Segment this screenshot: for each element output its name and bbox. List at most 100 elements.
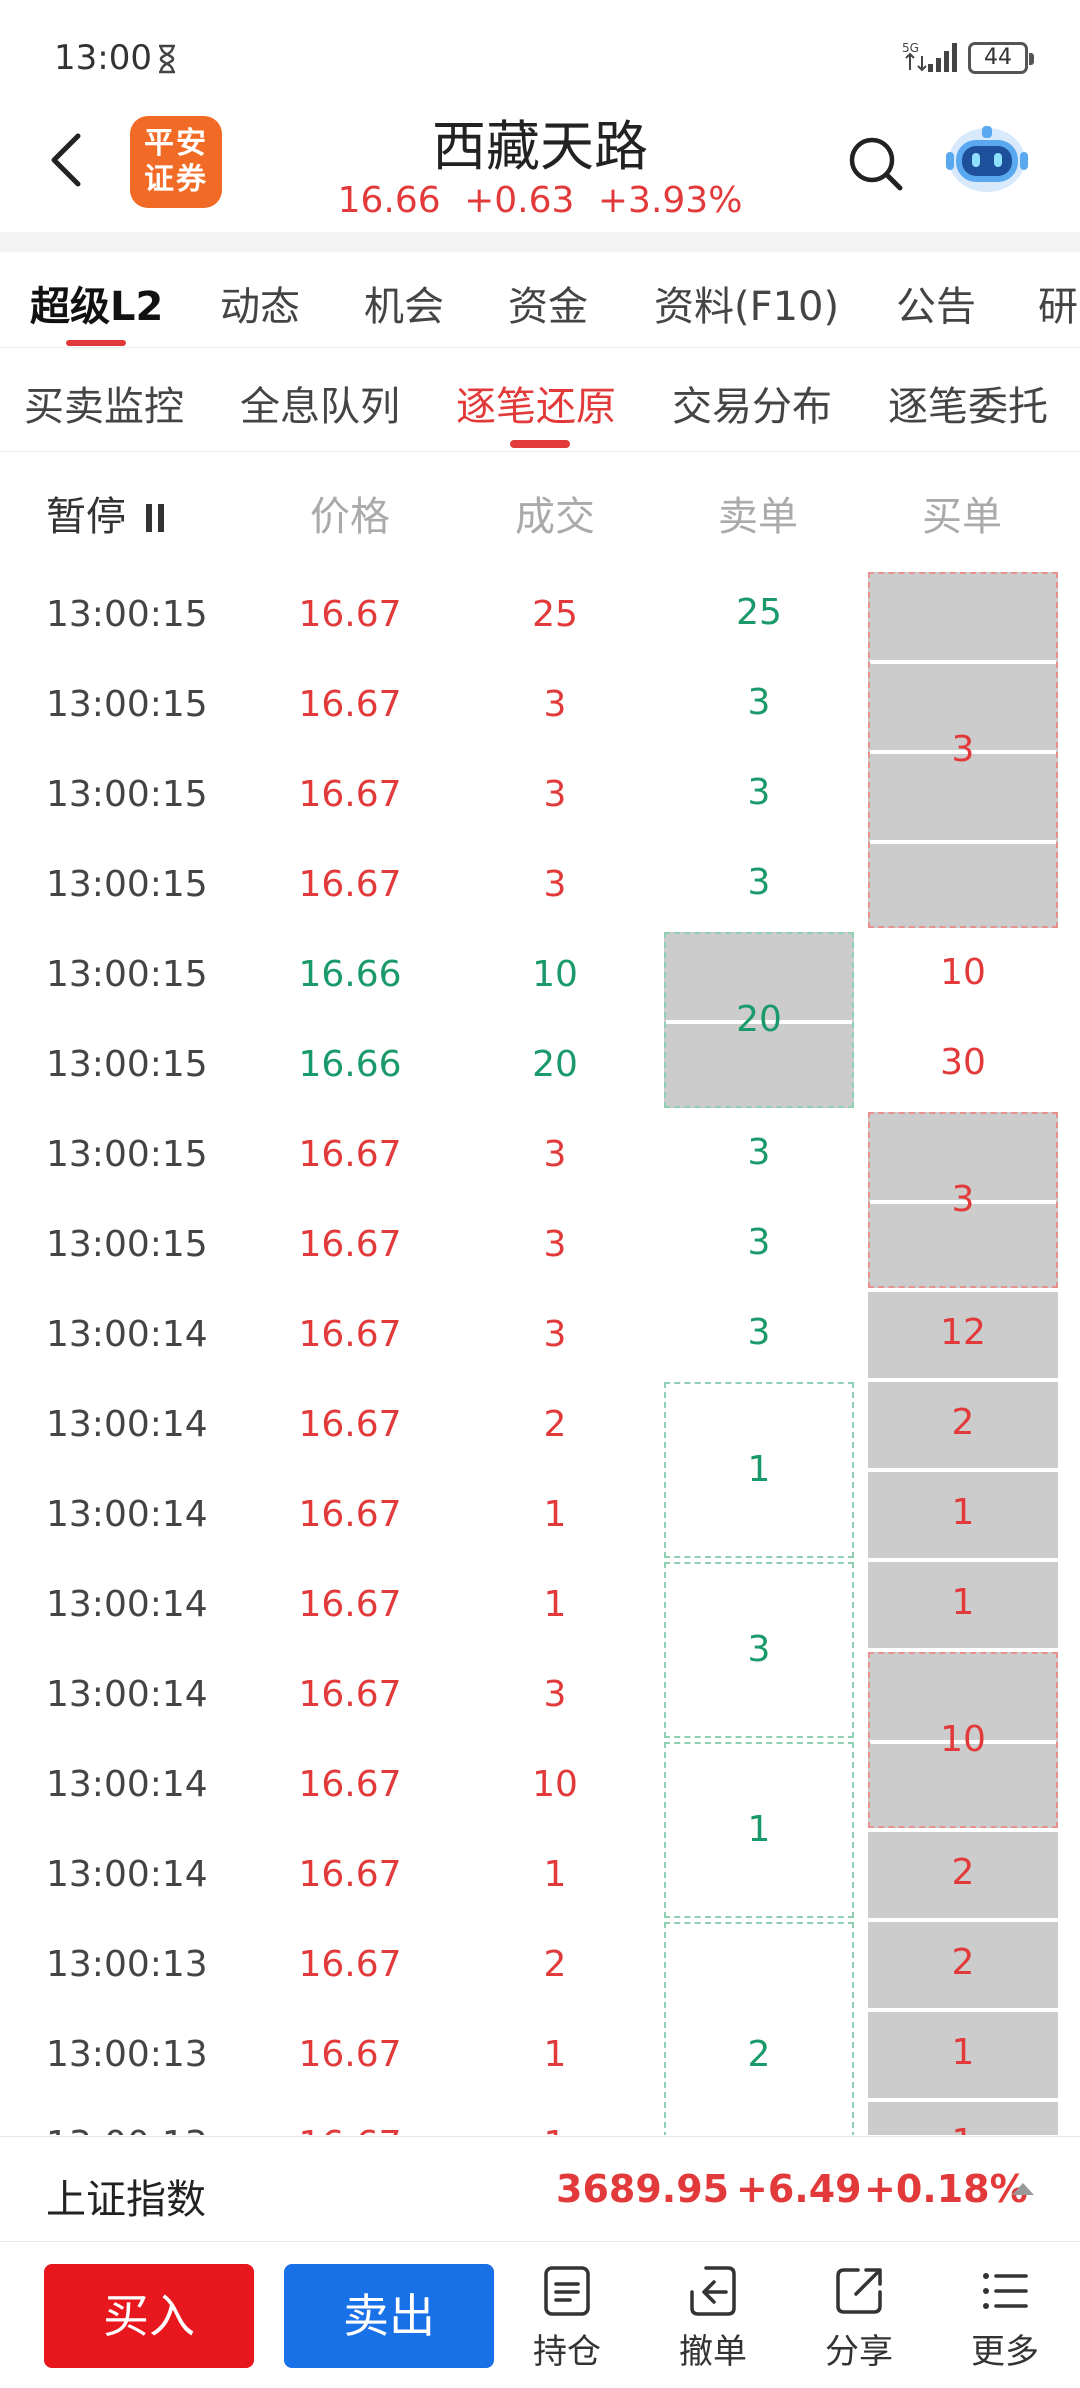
stock-quote: 16.66 +0.63 +3.93% <box>0 180 1080 221</box>
index-change-pct: +0.18% <box>864 2167 1028 2211</box>
sell-order-volume: 3 <box>747 772 771 813</box>
sell-order-block: 3 <box>664 1202 854 1288</box>
sell-order-block: 3 <box>664 842 854 928</box>
index-value: 3689.95 <box>556 2167 730 2211</box>
tick-price: 16.67 <box>298 1584 402 1625</box>
tick-volume: 3 <box>543 1134 567 1175</box>
table-row: 13:00:14 16.67 3 <box>0 1650 1080 1740</box>
index-name: 上证指数 <box>46 2177 206 2223</box>
col-volume: 成交 <box>515 494 595 540</box>
buy-order-block: 10 <box>868 1652 1058 1828</box>
subtab-trade-monitor[interactable]: 买卖监控 <box>24 384 184 430</box>
tick-time: 13:00:15 <box>46 774 208 815</box>
back-arrow-icon[interactable] <box>44 130 90 190</box>
tab-active-indicator <box>66 340 126 346</box>
tab-research[interactable]: 研 <box>1038 284 1078 330</box>
pause-icon <box>144 504 166 532</box>
tab-announcements[interactable]: 公告 <box>896 284 976 330</box>
sell-order-block: 3 <box>664 1562 854 1738</box>
tick-time: 13:00:15 <box>46 594 208 635</box>
share-label: 分享 <box>825 2332 893 2372</box>
tick-volume: 1 <box>543 1854 567 1895</box>
tick-time: 13:00:14 <box>46 1404 208 1445</box>
tick-price: 16.67 <box>298 1224 402 1265</box>
cancel-order-label: 撤单 <box>679 2332 747 2372</box>
index-change: +6.49 <box>736 2167 862 2211</box>
holdings-button[interactable]: 持仓 <box>512 2264 622 2373</box>
table-row: 13:00:14 16.67 1 <box>0 1470 1080 1560</box>
buy-button[interactable]: 买入 <box>44 2264 254 2368</box>
tick-volume: 3 <box>543 864 567 905</box>
tick-price: 16.66 <box>298 1044 402 1085</box>
tab-super-l2[interactable]: 超级L2 <box>30 284 164 330</box>
tick-price: 16.67 <box>298 1764 402 1805</box>
row-separator <box>870 750 1056 754</box>
index-bar[interactable]: 上证指数 3689.95 +6.49 +0.18% <box>0 2136 1080 2242</box>
table-row: 13:00:15 16.67 3 <box>0 840 1080 930</box>
tick-time: 13:00:13 <box>46 1944 208 1985</box>
network-label: 5G <box>902 41 919 55</box>
tab-dynamics[interactable]: 动态 <box>220 284 300 330</box>
buy-order-block: 3 <box>868 1112 1058 1288</box>
buy-order-block: 1 <box>868 1562 1058 1648</box>
buy-order-block: 10 <box>868 932 1058 1018</box>
share-icon <box>836 2268 882 2314</box>
tick-price: 16.67 <box>298 1674 402 1715</box>
more-button[interactable]: 更多 <box>950 2264 1060 2373</box>
subtab-tick-restore[interactable]: 逐笔还原 <box>456 384 616 430</box>
tick-table[interactable]: 13:00:15 16.67 25 13:00:15 16.67 3 13:00:15 16.… <box>0 560 1080 2135</box>
sell-button[interactable]: 卖出 <box>284 2264 494 2368</box>
logo-line-2: 证券 <box>144 162 208 197</box>
row-separator <box>870 1740 1056 1744</box>
battery-icon: 44 <box>968 42 1034 74</box>
sell-order-block: 1 <box>664 1382 854 1558</box>
sell-order-volume: 3 <box>747 1312 771 1353</box>
tick-volume: 10 <box>532 1764 578 1805</box>
row-separator <box>870 840 1056 844</box>
stock-change-pct: +3.93% <box>597 180 743 221</box>
tick-price: 16.67 <box>298 1134 402 1175</box>
buy-order-volume: 1 <box>951 1582 975 1623</box>
buy-order-block: 1 <box>868 2102 1058 2135</box>
tick-price: 16.67 <box>298 1494 402 1535</box>
tick-time: 13:00:15 <box>46 864 208 905</box>
pause-button[interactable]: 暂停 <box>46 484 166 542</box>
tick-time: 13:00:13 <box>46 2100 246 2135</box>
tick-price: 16.67 <box>298 774 402 815</box>
sell-order-volume: 3 <box>747 1629 771 1670</box>
sub-tabs: 买卖监控 全息队列 逐笔还原 交易分布 逐笔委托 <box>0 348 1080 452</box>
tab-opportunity[interactable]: 机会 <box>364 284 444 330</box>
table-header: 暂停 价格 成交 卖单 买单 <box>0 452 1080 560</box>
subtab-trade-distribution[interactable]: 交易分布 <box>672 384 832 430</box>
tick-time: 13:00:15 <box>46 954 208 995</box>
tick-price: 16.67 <box>298 1314 402 1355</box>
tick-time: 13:00:15 <box>46 1134 208 1175</box>
robot-assistant-icon[interactable] <box>944 120 1030 200</box>
cancel-order-button[interactable]: 撤单 <box>658 2264 768 2373</box>
search-icon[interactable] <box>846 134 906 194</box>
holdings-label: 持仓 <box>533 2332 601 2372</box>
share-button[interactable]: 分享 <box>804 2264 914 2373</box>
table-row: 13:00:15 16.66 20 <box>0 1020 1080 1110</box>
broker-logo: 平安 证券 <box>130 116 222 208</box>
sell-order-block: 3 <box>664 1292 854 1378</box>
table-row: 13:00:15 16.67 25 <box>0 570 1080 660</box>
tick-volume: 3 <box>543 774 567 815</box>
caret-up-icon[interactable] <box>1012 2183 1034 2195</box>
subtab-order-queue[interactable]: 全息队列 <box>240 384 400 430</box>
tab-f10[interactable]: 资料(F10) <box>654 284 840 330</box>
sell-order-volume: 2 <box>747 2034 771 2075</box>
sell-order-volume: 3 <box>747 682 771 723</box>
tick-price: 16.67 <box>298 2034 402 2075</box>
tab-funds[interactable]: 资金 <box>508 284 588 330</box>
buy-order-volume: 10 <box>940 952 986 993</box>
sell-order-block: 3 <box>664 752 854 838</box>
subtab-tick-orders[interactable]: 逐笔委托 <box>888 384 1048 430</box>
tick-time: 13:00:15 <box>46 684 208 725</box>
tick-volume: 1 <box>543 2034 567 2075</box>
tick-price: 16.67 <box>298 594 402 635</box>
tick-time: 13:00:13 <box>46 2034 208 2075</box>
sell-order-block: 3 <box>664 662 854 748</box>
tick-price: 16.67 <box>298 1944 402 1985</box>
tick-time: 13:00:14 <box>46 1854 208 1895</box>
